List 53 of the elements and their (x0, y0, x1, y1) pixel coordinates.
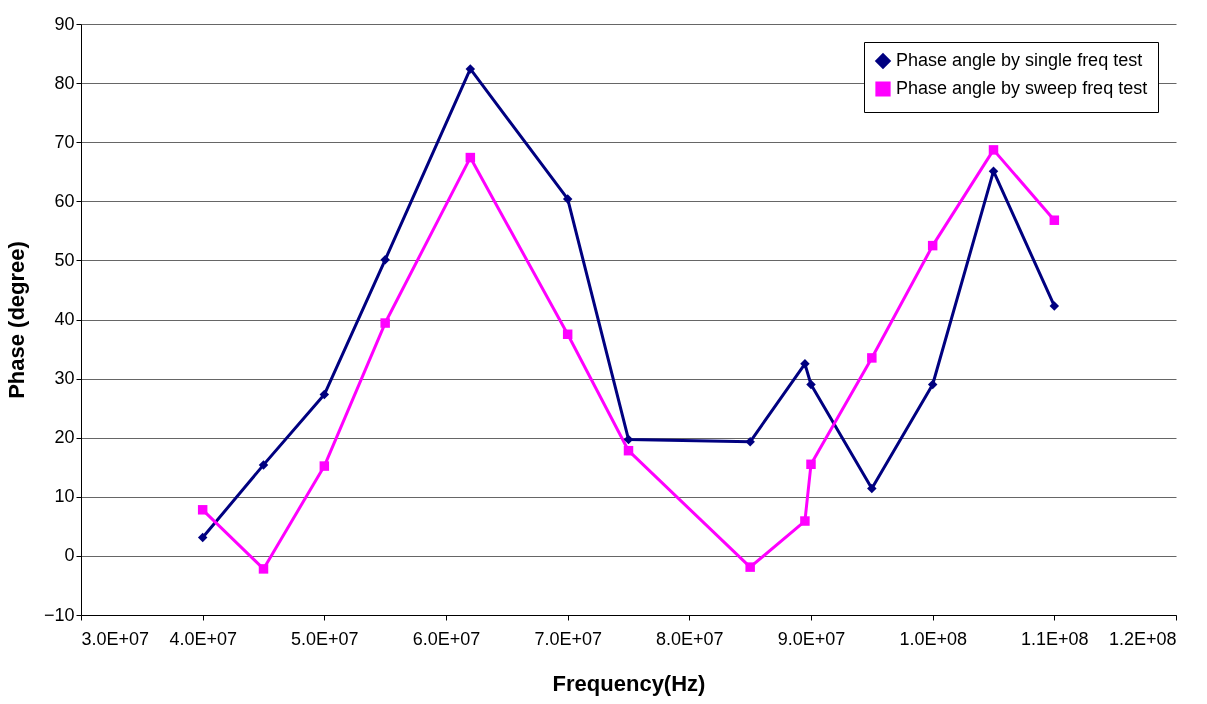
y-tick-label: 60 (54, 190, 75, 211)
point (1049, 215, 1060, 225)
legend-label: Phase angle by sweep freq test (896, 78, 1148, 98)
point (806, 459, 816, 470)
point (380, 255, 390, 265)
x-tick-label: 1.0E+08 (899, 628, 967, 649)
point (1049, 301, 1060, 311)
x-tick-label: 9.0E+07 (777, 628, 846, 649)
legend-label: Phase angle by single freq test (896, 50, 1143, 70)
point (258, 564, 269, 574)
y-tick-label: 40 (54, 309, 75, 329)
x-axis-title: Frequency(Hz) (552, 670, 706, 696)
y-axis-title: Phase (degree) (3, 241, 29, 399)
x-tick-label: 8.0E+07 (656, 628, 724, 649)
point (745, 562, 755, 572)
y-tick-label: 80 (54, 72, 75, 93)
y-tick-label: 90 (54, 13, 75, 34)
point (562, 194, 573, 204)
y-tick-label: −10 (43, 604, 75, 625)
point (988, 145, 999, 155)
y-tick-label: 10 (54, 486, 75, 507)
point (927, 379, 938, 390)
point (867, 483, 877, 494)
point (988, 166, 999, 176)
point (562, 329, 573, 340)
point (465, 64, 476, 74)
x-tick-label: 1.1E+08 (1021, 628, 1089, 649)
x-tick-label: 5.0E+07 (291, 628, 359, 649)
point (319, 461, 330, 471)
point (806, 379, 816, 390)
point (319, 389, 330, 400)
y-tick-label: 0 (64, 545, 75, 566)
point (623, 434, 634, 445)
point (258, 460, 269, 470)
y-tick-label: 20 (54, 427, 75, 448)
x-tick-label: 7.0E+07 (534, 628, 602, 649)
point (380, 318, 390, 328)
point (745, 437, 755, 447)
point (197, 505, 208, 515)
y-tick-label: 70 (54, 131, 75, 152)
point (800, 516, 810, 526)
point (197, 532, 208, 543)
x-tick-label: 6.0E+07 (412, 628, 481, 649)
y-tick-label: 50 (54, 249, 75, 270)
point (465, 152, 476, 163)
x-tick-label: 1.2E+08 (1108, 628, 1177, 649)
x-tick-label: 4.0E+07 (169, 628, 237, 649)
point (927, 240, 938, 251)
x-tick-label: 3.0E+07 (81, 628, 150, 649)
point (800, 359, 810, 369)
point (867, 353, 877, 363)
y-tick-label: 30 (54, 368, 75, 389)
point (623, 445, 634, 456)
